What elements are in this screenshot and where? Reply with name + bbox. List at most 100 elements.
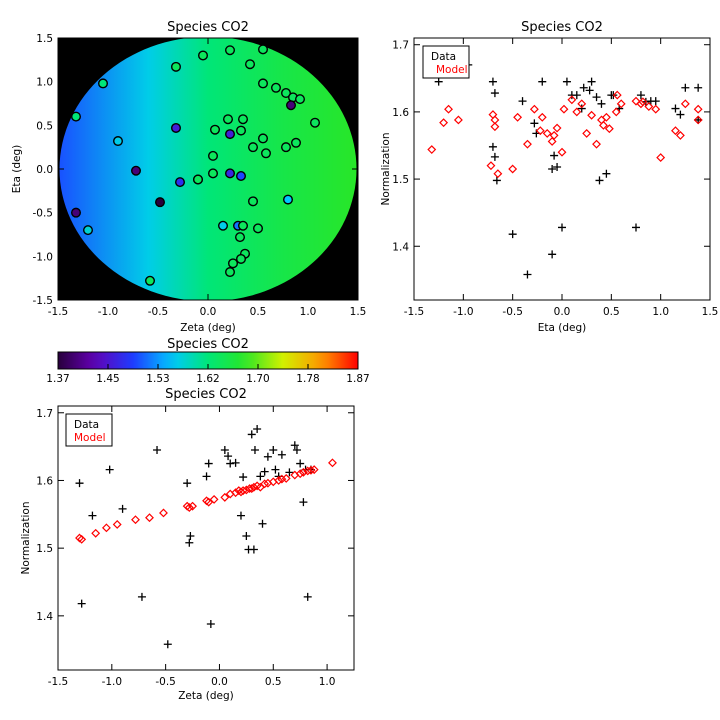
map-point [97, 78, 108, 89]
zeta-data-point [260, 467, 269, 476]
eta-model-point [572, 107, 582, 117]
map-point [222, 114, 233, 125]
map-point [227, 258, 238, 269]
zeta-y-tick-label: 1.7 [36, 408, 53, 420]
zeta-data-point [277, 450, 286, 459]
eta-legend-data: Data [431, 51, 456, 63]
eta-model-point [537, 112, 547, 122]
zeta-legend-data: Data [74, 419, 99, 431]
zeta-data-point [206, 619, 215, 628]
map-point [235, 125, 246, 136]
eta-model-point [651, 104, 661, 114]
eta-data-point [508, 230, 517, 239]
map-point [237, 220, 248, 231]
zeta-model-point [101, 523, 111, 533]
colorbar-ticks: 1.37 1.45 1.53 1.62 1.70 1.78 1.87 [46, 364, 370, 385]
zeta-data-point [75, 479, 84, 488]
map-point [234, 232, 245, 243]
map-point [295, 94, 306, 105]
eta-model-point [557, 147, 567, 157]
map-point [174, 177, 185, 188]
zeta-data-point [296, 459, 305, 468]
map-point [244, 59, 255, 70]
zeta-model-point [298, 467, 308, 477]
eta-frame [413, 37, 711, 301]
eta-data-point [651, 97, 660, 106]
eta-legend-box [422, 45, 470, 79]
zeta-data-point [137, 592, 146, 601]
zeta-model-point [91, 528, 101, 538]
zeta-legend-box [65, 413, 113, 447]
zeta-data-point [253, 425, 262, 434]
zeta-legend-model: Model [74, 432, 106, 444]
zeta-model-point [209, 494, 219, 504]
eta-panel: Species CO2 -1.5 -1.0 -0.5 0.0 0.5 1.0 1.5 1.4… [380, 20, 718, 334]
eta-model-point [587, 110, 597, 120]
map-point [237, 114, 248, 125]
zeta-frame [57, 405, 355, 671]
zeta-model-point [112, 520, 122, 529]
zeta-model-point [188, 501, 197, 511]
zeta-data-point [183, 479, 192, 488]
eta-model-point [513, 112, 523, 122]
eta-legend: Data Model [422, 45, 470, 79]
eta-model-point [631, 96, 641, 106]
map-x-tick-label: -1.5 [48, 306, 69, 318]
eta-model-point [656, 153, 666, 163]
zeta-data-point [186, 531, 195, 540]
zeta-data-point [250, 446, 259, 454]
zeta-x-tick-label: 1.0 [319, 676, 336, 688]
zeta-x-ticks: -1.5 -1.0 -0.5 0.0 0.5 1.0 [48, 406, 336, 688]
colorbar-tick-label: 1.37 [46, 373, 69, 385]
map-y-tick-label: 0.0 [36, 164, 53, 176]
eta-model-point [598, 120, 608, 130]
eta-data-point [595, 176, 604, 185]
map-point [281, 142, 292, 153]
eta-data-point [550, 151, 559, 160]
map-point [224, 45, 235, 56]
map-point [170, 122, 181, 133]
map-point [224, 168, 235, 179]
map-title: Species CO2 [167, 20, 249, 35]
eta-data-point [585, 86, 594, 95]
eta-model-point [486, 161, 496, 171]
zeta-data-point [224, 452, 233, 461]
eta-model-point [552, 123, 562, 133]
map-point [197, 50, 208, 61]
eta-model-point [535, 126, 545, 136]
zeta-model-point [159, 508, 168, 518]
map-y-tick-label: -1.0 [33, 251, 54, 263]
map-point [170, 61, 181, 72]
map-point [258, 78, 269, 89]
eta-data-point [579, 83, 588, 92]
eta-model-point [604, 124, 614, 134]
eta-data-point [548, 250, 557, 259]
map-point [247, 196, 258, 207]
eta-model-point [582, 128, 592, 138]
map-y-tick-label: 0.5 [36, 120, 53, 132]
zeta-x-label: Zeta (deg) [178, 690, 234, 702]
zeta-title: Species CO2 [165, 387, 247, 402]
zeta-data-point [258, 519, 267, 528]
map-point [207, 168, 218, 179]
eta-model-point [693, 115, 703, 125]
map-panel: Species CO2 -1.5 -1.0 -0.5 0.0 0.5 1.0 1.5 -1.… [11, 20, 366, 334]
zeta-model-point [277, 474, 287, 484]
eta-data-point [518, 97, 527, 106]
map-point [258, 133, 269, 144]
eta-model-point [547, 137, 557, 146]
eta-data-point [602, 169, 611, 178]
eta-model-point [549, 130, 559, 140]
map-point [154, 197, 165, 208]
zeta-model-point [131, 515, 140, 525]
map-y-label: Eta (deg) [11, 145, 23, 194]
zeta-panel: Species CO2 -1.5 -1.0 -0.5 0.0 0.5 1.0 1.4 1.5… [20, 387, 355, 702]
eta-x-tick-label: 1.5 [702, 306, 719, 318]
eta-model-point [601, 112, 611, 122]
zeta-data-point [263, 452, 272, 461]
zeta-data-point [220, 446, 229, 454]
map-x-tick-label: 0.5 [250, 306, 267, 318]
zeta-y-tick-label: 1.4 [36, 611, 53, 623]
eta-data-point [538, 77, 547, 86]
